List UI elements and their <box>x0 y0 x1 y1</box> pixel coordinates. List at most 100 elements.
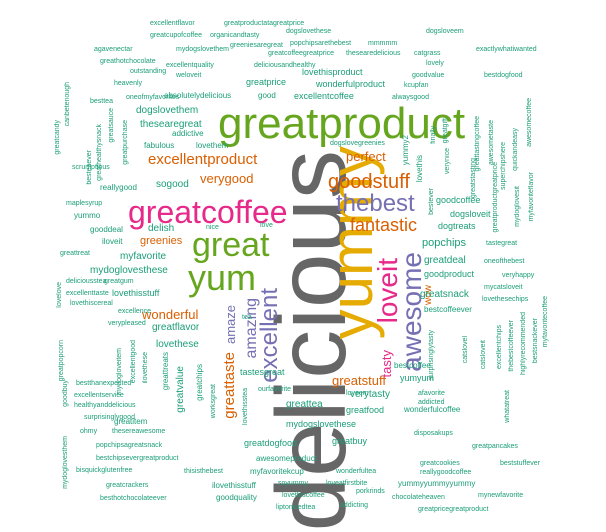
word-reallygoodcoffee: reallygoodcoffee <box>420 469 472 476</box>
word-organicandtasty: popchipsarethebest <box>290 40 352 47</box>
word-canbetenough: greatcandy <box>54 120 61 155</box>
word-thesearedelicious: catgrass <box>414 50 441 57</box>
word-greatcrackers: greatcrackers <box>106 482 149 489</box>
word-bestchipsevergreatproduct: bestchipsevergreatproduct <box>96 455 179 462</box>
word-absolutelydelicious: absolutelydelicious <box>164 91 232 100</box>
word-greatgum: excellenttaste <box>66 290 109 297</box>
word-fantastic: fantastic <box>350 215 418 235</box>
word-yum: yum <box>188 257 257 298</box>
word-iloveit: iloveit <box>102 237 123 246</box>
word-superchipshere: quickandeasy <box>512 128 519 171</box>
word-dogtreats: dogtreats <box>438 221 476 231</box>
word-greatdogfood: greatdogfood <box>244 438 298 448</box>
word-loveatfirstbite: loveatfirstbite <box>326 480 368 487</box>
word-greatsauce: greatpurchase <box>122 120 129 165</box>
word-greattreats: greattreats <box>161 352 170 391</box>
word-highlyrecommended: bestsnackever <box>532 318 539 364</box>
word-heavenly: kcupfan <box>404 82 429 89</box>
word-lovethiscoffee: lovethiscoffee <box>282 492 325 499</box>
word-excellentflavor: greatproductatagreatprice <box>224 20 305 27</box>
word-goodvalue: bestdogfood <box>484 72 523 79</box>
word-greatbuy: greatbuy <box>332 436 368 446</box>
word-alwaysgood: canbetenough <box>64 82 71 127</box>
word-loveem: loveem <box>346 390 369 397</box>
word-greattastingcoffee: awesometaste <box>488 120 495 166</box>
word-greatpurchase: scrumptious <box>72 164 110 171</box>
word-ohmy: ohmy <box>80 428 98 435</box>
word-kcupfan: besttea <box>90 98 113 105</box>
word-mycatsloveit: mycatsloveit <box>484 284 523 291</box>
word-yummyyummyyummy: yummyyummyyummy <box>398 479 476 488</box>
word-weloveit: goodvalue <box>412 72 445 79</box>
word-yummm: surprisinglytasty <box>428 330 435 381</box>
word-thesearegreat: thesearegreat <box>140 119 202 130</box>
word-dogsloveit: dogsloveit <box>450 209 491 219</box>
word-outstanding: weloveit <box>176 72 202 79</box>
word-greenies: greenies <box>140 235 183 247</box>
word-soyummy: soyummy <box>278 480 308 487</box>
word-afavorite: afavorite <box>418 390 445 397</box>
word-superb: verynice <box>444 148 451 175</box>
word-liptonicedtea: liptonicedtea <box>276 504 316 511</box>
word-goodstuff: goodstuff <box>328 171 410 193</box>
word-tastesgreat: tastesgreat <box>240 367 285 377</box>
word-yumyum: yumyum <box>400 373 435 383</box>
word-greatvalue: greatvalue <box>175 366 186 413</box>
word-dogslovethem: dogslovethem <box>136 105 199 116</box>
word-reallygood: reallygood <box>100 183 137 192</box>
word-greatgift: finally <box>430 126 437 144</box>
word-greattreat: deliciousstea <box>66 278 107 285</box>
word-popchips: popchips <box>422 237 467 249</box>
word-scrumptious: besteaever <box>86 150 93 185</box>
word-thisisthebest: thisisthebest <box>184 468 223 475</box>
word-finally: bestever <box>428 188 435 215</box>
word-awesometaste: superchipshere <box>500 142 507 190</box>
word-excellentproduct: excellentproduct <box>148 151 258 168</box>
word-mydoglovesthem: ilovethese <box>142 352 149 384</box>
word-healthyanddelicious: goodbuy <box>62 380 69 407</box>
word-wonderfultea: wonderfultea <box>336 468 377 475</box>
word-porkrinds: porkrinds <box>356 488 385 495</box>
word-greatfood: greatfood <box>346 405 385 415</box>
word-verypleased: greatpopcorn <box>58 340 65 382</box>
word-goodcoffee: goodcoffee <box>436 195 481 205</box>
word-oneofthebest: oneofthebest <box>484 258 525 265</box>
word-addictive: addictive <box>172 129 204 138</box>
word-quickandeasy: awesomecoffee <box>526 98 533 147</box>
word-mydogslovethese: mydogslovethese <box>286 419 357 429</box>
word-excellenttaste: lovethiscereal <box>70 300 113 307</box>
word-bestever: lovethis <box>415 155 424 183</box>
word-addicting: addicting <box>340 502 369 509</box>
word-goodbuy: surprisinglygood <box>84 414 135 421</box>
word-greatproductatagreatprice: dogslovethese <box>286 28 332 35</box>
word-good: good <box>258 91 276 100</box>
word-catsloveit: catslovel <box>462 336 469 364</box>
word-wonderfulproduct: wonderfulproduct <box>316 79 386 89</box>
word-myfavorite: myfavorite <box>120 251 167 262</box>
word-delish: delish <box>148 223 175 234</box>
word-catgrass: greathotchocolate <box>100 58 156 65</box>
word-mmmmm: greeniesaregreat <box>230 42 283 49</box>
word-excellentgood: mydogloveitem <box>116 348 123 396</box>
word-greattea: greattea <box>286 399 323 410</box>
word-greeniesaregreat: exactlywhatiwanted <box>476 46 537 53</box>
word-greatpancakes: greatpancakes <box>472 443 518 450</box>
word-thesereawesome: thesereawesome <box>112 428 166 435</box>
word-excellentchips: thebestcoffeever <box>508 320 515 372</box>
word-lovethesechips: lovethesechips <box>482 296 529 303</box>
word-popchipsarethebest: mmmmm <box>368 40 398 47</box>
word-greatpopcorn: bestthanexpected <box>76 380 132 387</box>
word-greatproduct: greatproduct <box>218 99 466 148</box>
word-chocolateheaven: chocolateheaven <box>392 494 445 501</box>
word-besttea: oneofmyfavorites <box>126 94 180 101</box>
word-excellentservice: healthyanddelicious <box>74 402 136 409</box>
word-bestdogfood: heavenly <box>114 80 143 87</box>
word-lovelove: excellence <box>118 308 152 315</box>
word-awesomecoffee: mydoglovesit <box>514 186 521 227</box>
word-lovethisstuff: lovethisstuff <box>112 288 160 298</box>
word-bestcoffeever: bestcoffeever <box>424 305 472 314</box>
word-amaze: amaze <box>223 305 238 345</box>
word-bestthanexpected: excellentservice <box>74 392 124 399</box>
word-thebest: thebest <box>336 190 415 217</box>
word-surprisinglygood: mydoglovesthem <box>62 436 69 489</box>
